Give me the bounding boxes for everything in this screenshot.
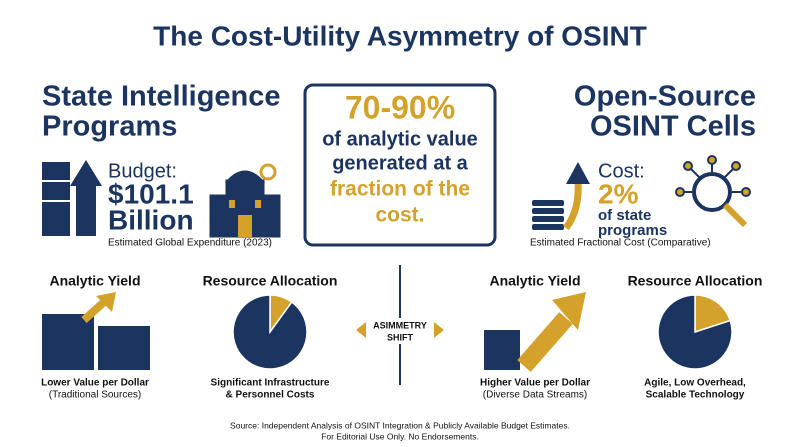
label-bg bbox=[368, 318, 432, 344]
budget-value: Billion bbox=[108, 204, 194, 235]
cost-text: of state bbox=[598, 207, 651, 224]
budget-value: $101.1 bbox=[108, 178, 194, 209]
caption: Lower Value per Dollar bbox=[41, 378, 149, 389]
pie bbox=[232, 294, 308, 370]
footer: Source: Independent Analysis of OSINT In… bbox=[230, 420, 570, 430]
right-note: Estimated Fractional Cost (Comparative) bbox=[530, 238, 711, 249]
budget-icon bbox=[42, 160, 102, 236]
left-heading: Programs bbox=[42, 111, 177, 143]
arrow bbox=[356, 322, 366, 338]
cost-value: 2% bbox=[598, 178, 639, 209]
center-text: of analytic value bbox=[322, 128, 478, 150]
center-text: generated at a bbox=[332, 152, 468, 174]
right-heading: OSINT Cells bbox=[590, 111, 756, 143]
castle-icon bbox=[209, 163, 281, 238]
coins-icon bbox=[532, 162, 590, 231]
shift-label: ASIMMETRY bbox=[373, 320, 427, 330]
caption: Agile, Low Overhead, bbox=[644, 378, 746, 389]
yield-icon bbox=[42, 292, 150, 370]
yield-icon bbox=[484, 292, 586, 372]
right-heading: Open-Source bbox=[574, 81, 756, 113]
caption: Scalable Technology bbox=[646, 390, 745, 401]
caption: Higher Value per Dollar bbox=[480, 378, 590, 389]
left-note: Estimated Global Expenditure (2023) bbox=[108, 238, 272, 249]
footer: For Editorial Use Only. No Endorsements. bbox=[321, 431, 479, 441]
shift-label: SHIFT bbox=[387, 332, 414, 342]
caption: (Traditional Sources) bbox=[49, 390, 141, 401]
section-title: Analytic Yield bbox=[489, 273, 580, 289]
section-title: Analytic Yield bbox=[49, 273, 140, 289]
caption: (Diverse Data Streams) bbox=[483, 390, 587, 401]
percent: 70-90% bbox=[345, 89, 455, 125]
caption: Significant Infrastructure bbox=[211, 378, 330, 389]
center-highlight: fraction of the bbox=[330, 178, 470, 201]
budget-label: Budget: bbox=[108, 160, 177, 182]
cost-text: programs bbox=[598, 222, 667, 239]
caption: & Personnel Costs bbox=[226, 390, 315, 401]
pie-slice bbox=[657, 294, 733, 370]
pie-slice bbox=[232, 294, 308, 370]
left-heading: State Intelligence bbox=[42, 81, 281, 113]
section-title: Resource Allocation bbox=[628, 273, 763, 289]
highlight-box bbox=[303, 83, 497, 247]
cost-label: Cost: bbox=[598, 160, 645, 182]
arrow bbox=[434, 322, 444, 338]
center-highlight: cost. bbox=[375, 204, 424, 227]
title: The Cost-Utility Asymmetry of OSINT bbox=[153, 20, 647, 51]
network-icon bbox=[675, 155, 751, 228]
section-title: Resource Allocation bbox=[203, 273, 338, 289]
pie bbox=[657, 294, 733, 370]
